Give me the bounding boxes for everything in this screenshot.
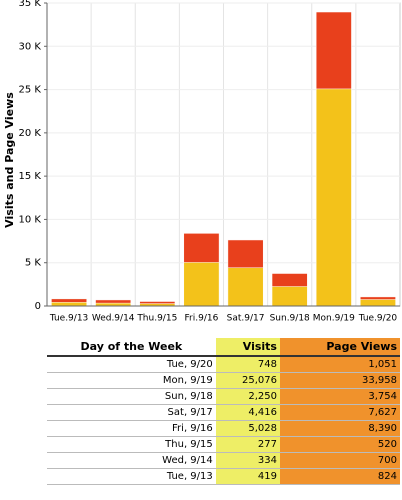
table-cell: Tue, 9/13: [47, 468, 216, 485]
table-cell: 4,416: [215, 404, 280, 421]
y-tick-label: 10 K: [19, 214, 42, 225]
y-tick-label: 20 K: [19, 128, 42, 139]
y-tick-label: 25 K: [19, 85, 42, 96]
bar: [227, 267, 264, 307]
x-tick-label: Fri.9/16: [185, 314, 219, 324]
table-header: Page Views: [279, 338, 400, 357]
bar: [360, 299, 396, 307]
table-cell: 419: [215, 468, 280, 485]
x-tick-label: Wed.9/14: [92, 314, 135, 324]
table-cell: Fri, 9/16: [47, 420, 216, 437]
table-cell: Wed, 9/14: [47, 452, 216, 469]
bar: [271, 286, 308, 307]
table-header: Day of the Week: [47, 338, 216, 357]
y-tick-label: 30 K: [19, 41, 42, 52]
table-cell: 1,051: [279, 356, 400, 373]
y-tick-label: 35 K: [19, 0, 42, 9]
table-row: Mon, 9/19 25,076 33,958: [47, 372, 400, 389]
table-cell: 3,754: [279, 388, 400, 405]
x-tick-label: Thu.9/15: [136, 314, 177, 324]
data-table: Day of the Week Visits Page Views Tue, 9/20…: [47, 338, 400, 485]
table-cell: 25,076: [215, 372, 280, 389]
x-tick-label: Tue.9/13: [49, 314, 88, 324]
table-cell: 5,028: [215, 420, 280, 437]
table-cell: 8,390: [279, 420, 400, 437]
x-tick-label: Sat.9/17: [227, 314, 265, 324]
y-tick-label: 15 K: [19, 171, 42, 182]
table-cell: 7,627: [279, 404, 400, 421]
bar: [183, 262, 220, 307]
table-cell: 520: [279, 436, 400, 453]
table-cell: 2,250: [215, 388, 280, 405]
bar: [315, 88, 352, 307]
table-row: Sat, 9/17 4,416 7,627: [47, 404, 400, 421]
table-row: Fri, 9/16 5,028 8,390: [47, 420, 400, 437]
table-cell: 700: [279, 452, 400, 469]
bar: [51, 302, 87, 307]
table-row: Sun, 9/18 2,250 3,754: [47, 388, 400, 405]
table-cell: Tue, 9/20: [47, 356, 216, 373]
table-cell: 334: [215, 452, 280, 469]
y-tick-label: 0: [35, 301, 41, 312]
y-tick-label: 5 K: [25, 258, 42, 269]
x-tick-label: Tue.9/20: [358, 314, 398, 324]
table-cell: 33,958: [279, 372, 400, 389]
x-tick-label: Sun.9/18: [270, 314, 310, 324]
x-tick-label: Mon.9/19: [313, 314, 355, 324]
y-axis-label: Visits and Page Views: [3, 92, 16, 228]
table-row: Wed, 9/14 334 700: [47, 452, 400, 469]
table-row: Tue, 9/20 748 1,051: [47, 356, 400, 373]
table-row: Thu, 9/15 277 520: [47, 436, 400, 453]
table-cell: Thu, 9/15: [47, 436, 216, 453]
table-cell: Sat, 9/17: [47, 404, 216, 421]
table-cell: 277: [215, 436, 280, 453]
table-cell: 824: [279, 468, 400, 485]
table-cell: Mon, 9/19: [47, 372, 216, 389]
table-cell: 748: [215, 356, 280, 373]
chart: Visits and Page Views 0 5 K 10 K 15 K 20 K 25…: [3, 0, 401, 324]
table-row: Tue, 9/13 419 824: [47, 468, 400, 485]
table-cell: Sun, 9/18: [47, 388, 216, 405]
table-header: Visits: [215, 338, 280, 357]
header-row: Day of the Week Visits Page Views: [47, 338, 400, 357]
